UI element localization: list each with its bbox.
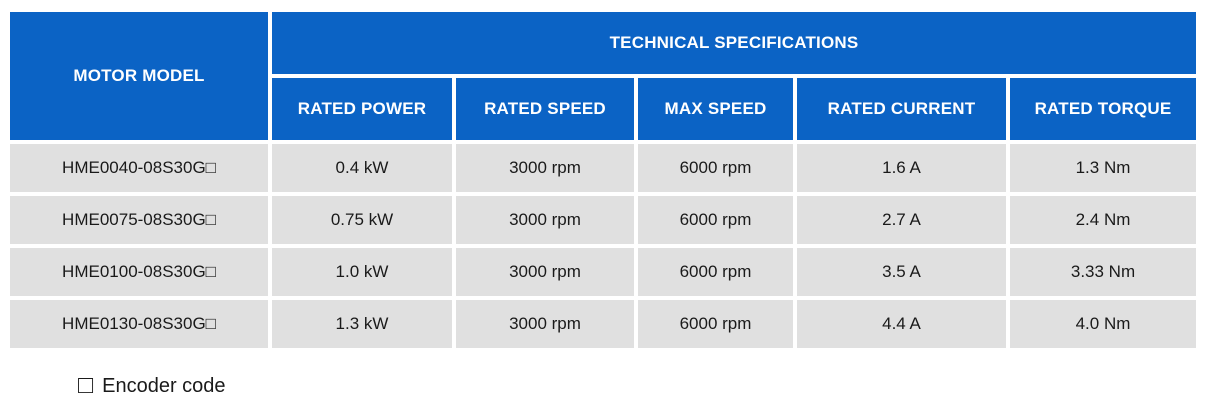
square-symbol: □: [78, 371, 94, 399]
cell-rated-torque: 2.4 Nm: [1010, 196, 1196, 244]
cell-max-speed: 6000 rpm: [638, 144, 793, 192]
motor-spec-table: MOTOR MODEL TECHNICAL SPECIFICATIONS RAT…: [6, 8, 1200, 352]
cell-rated-torque: 3.33 Nm: [1010, 248, 1196, 296]
cell-rated-power: 1.3 kW: [272, 300, 452, 348]
cell-rated-current: 4.4 A: [797, 300, 1006, 348]
header-rated-speed: RATED SPEED: [456, 78, 634, 140]
footnote-text: Encoder code: [102, 375, 226, 397]
cell-rated-power: 0.75 kW: [272, 196, 452, 244]
cell-rated-torque: 4.0 Nm: [1010, 300, 1196, 348]
cell-motor-model: HME0075-08S30G□: [10, 196, 268, 244]
cell-rated-speed: 3000 rpm: [456, 300, 634, 348]
cell-rated-speed: 3000 rpm: [456, 144, 634, 192]
header-rated-torque: RATED TORQUE: [1010, 78, 1196, 140]
cell-max-speed: 6000 rpm: [638, 248, 793, 296]
cell-rated-current: 3.5 A: [797, 248, 1006, 296]
table-row: HME0075-08S30G□ 0.75 kW 3000 rpm 6000 rp…: [10, 196, 1196, 244]
cell-rated-current: 1.6 A: [797, 144, 1006, 192]
cell-motor-model: HME0100-08S30G□: [10, 248, 268, 296]
header-row-top: MOTOR MODEL TECHNICAL SPECIFICATIONS: [10, 12, 1196, 140]
header-row-sub: RATED POWER RATED SPEED MAX SPEED RATED …: [10, 78, 1196, 140]
cell-rated-power: 1.0 kW: [272, 248, 452, 296]
cell-rated-current: 2.7 A: [797, 196, 1006, 244]
header-max-speed: MAX SPEED: [638, 78, 793, 140]
header-rated-power: RATED POWER: [272, 78, 452, 140]
cell-motor-model: HME0040-08S30G□: [10, 144, 268, 192]
header-rated-current: RATED CURRENT: [797, 78, 1006, 140]
cell-max-speed: 6000 rpm: [638, 300, 793, 348]
cell-rated-torque: 1.3 Nm: [1010, 144, 1196, 192]
cell-rated-speed: 3000 rpm: [456, 248, 634, 296]
table-row: HME0100-08S30G□ 1.0 kW 3000 rpm 6000 rpm…: [10, 248, 1196, 296]
header-motor-model: MOTOR MODEL: [10, 12, 268, 140]
cell-max-speed: 6000 rpm: [638, 196, 793, 244]
cell-rated-speed: 3000 rpm: [456, 196, 634, 244]
table-row: HME0040-08S30G□ 0.4 kW 3000 rpm 6000 rpm…: [10, 144, 1196, 192]
cell-rated-power: 0.4 kW: [272, 144, 452, 192]
header-technical-specifications: TECHNICAL SPECIFICATIONS: [272, 12, 1196, 74]
footnote-encoder-code: □ Encoder code: [78, 371, 226, 399]
cell-motor-model: HME0130-08S30G□: [10, 300, 268, 348]
table-row: HME0130-08S30G□ 1.3 kW 3000 rpm 6000 rpm…: [10, 300, 1196, 348]
